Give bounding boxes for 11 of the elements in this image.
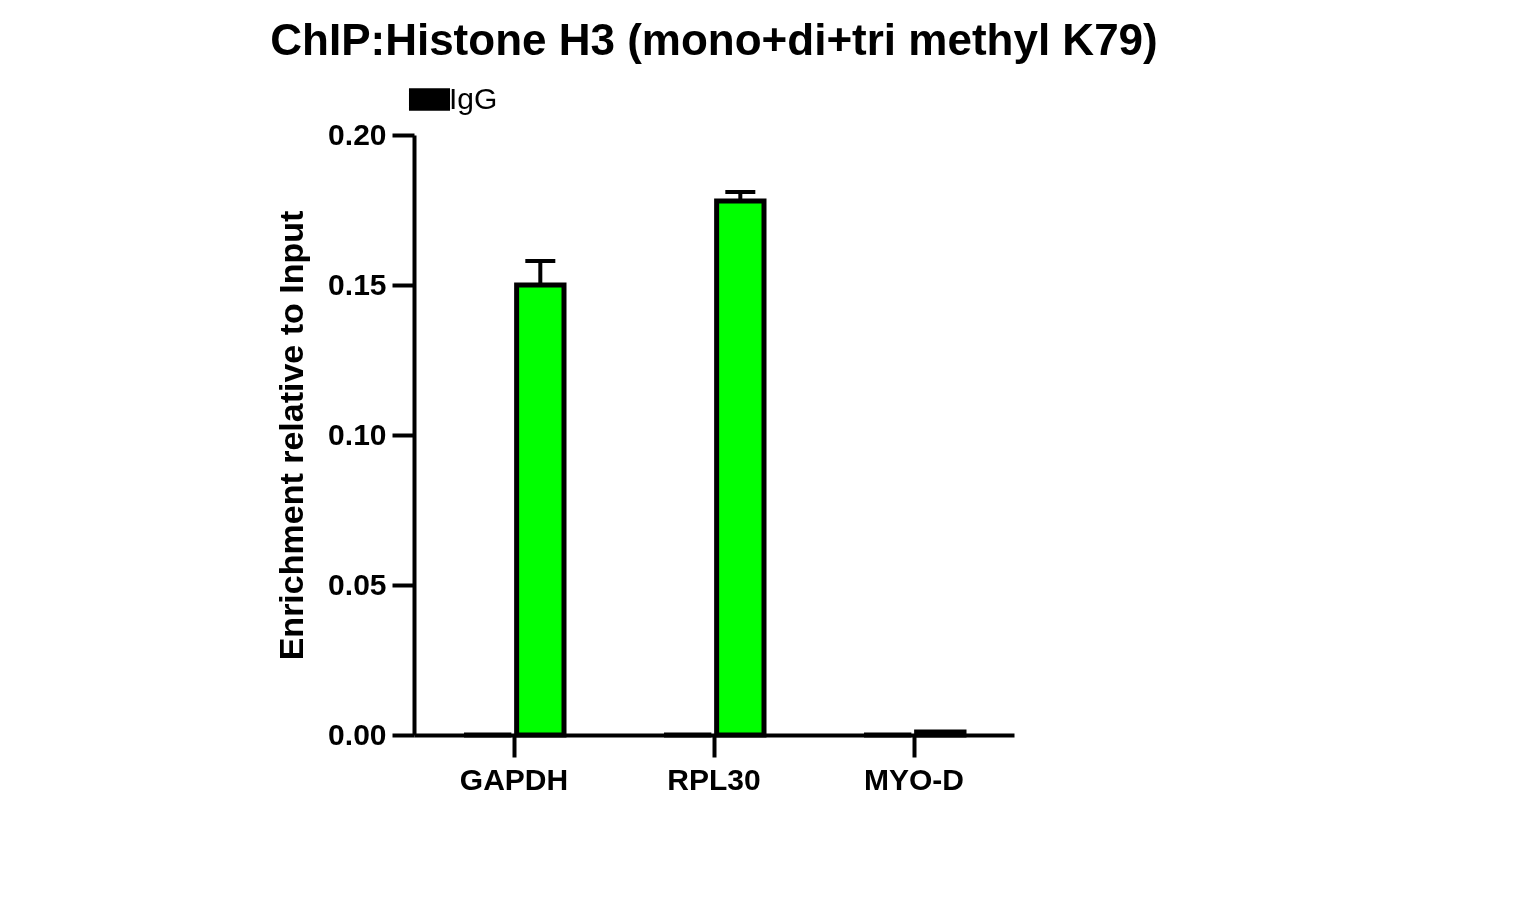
y-tick-label: 0.00 <box>328 717 387 751</box>
y-axis-title: Enrichment relative to Input <box>272 210 311 661</box>
x-tick-label: MYO-D <box>864 762 964 796</box>
y-tick-label: 0.10 <box>328 417 387 451</box>
y-tick-label: 0.05 <box>328 567 387 601</box>
y-tick-label: 0.15 <box>328 267 387 301</box>
x-tick-label: RPL30 <box>667 762 761 796</box>
y-tick-label: 0.20 <box>328 117 387 151</box>
legend-label: IgG <box>449 81 498 115</box>
x-tick-label: GAPDH <box>459 762 569 796</box>
chart-title: ChIP:Histone H3 (mono+di+tri methyl K79) <box>270 15 1158 64</box>
